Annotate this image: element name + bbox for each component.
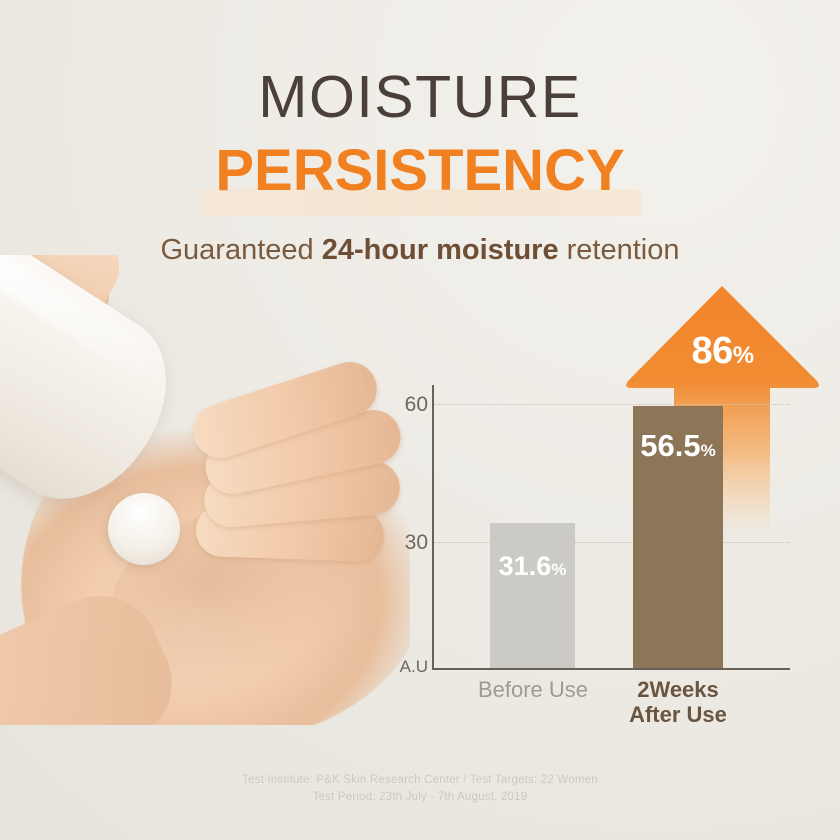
x-axis	[432, 668, 790, 670]
subtitle-suffix: retention	[558, 234, 680, 266]
study-footnote: Test Institute: P&K Skin Research Center…	[0, 772, 840, 807]
bar-after-use: 56.5%	[633, 406, 723, 668]
x-label-after-use: 2Weeks After Use	[602, 677, 754, 728]
bar-after-unit: %	[700, 441, 716, 460]
subtitle-bold: 24-hour moisture	[321, 234, 559, 266]
gridline-30	[434, 542, 790, 543]
x-label-after-use-line1: 2Weeks	[637, 677, 719, 702]
bar-before-value-label: 31.6%	[490, 551, 575, 582]
headline-line-2: PERSISTENCY	[215, 138, 625, 203]
moisture-bar-chart: 60 30 A.U 31.6% 56.5% Before Use 2Weeks …	[390, 385, 790, 727]
headline-line-1: MOISTURE	[258, 64, 582, 130]
x-label-after-use-line2: After Use	[629, 702, 727, 728]
subtitle-prefix: Guaranteed	[160, 234, 322, 266]
bar-before-value: 31.6	[498, 551, 552, 581]
y-axis	[432, 385, 434, 670]
footnote-line-2: Test Period: 23th July - 7th August, 201…	[312, 791, 528, 804]
product-photo: TIRTIR MILK SKIN TONER Refreshing Skin S…	[0, 255, 410, 725]
subtitle: Guaranteed 24-hour moisture retention	[0, 234, 840, 267]
y-tick-60: 60	[404, 393, 428, 416]
bar-before-use: 31.6%	[490, 523, 575, 668]
arrow-unit: %	[732, 342, 754, 369]
bar-after-value: 56.5	[640, 428, 701, 463]
x-label-before-use: Before Use	[477, 677, 589, 702]
gridline-60	[434, 404, 790, 405]
bar-after-value-label: 56.5%	[633, 428, 723, 464]
y-axis-unit-label: A.U	[399, 657, 428, 676]
y-tick-30: 30	[404, 531, 428, 554]
arrow-percent-label: 86%	[620, 330, 825, 373]
headline-highlight-band	[199, 189, 641, 216]
bar-before-unit: %	[551, 560, 567, 579]
arrow-value: 86	[691, 330, 733, 372]
footnote-line-1: Test Institute: P&K Skin Research Center…	[242, 774, 598, 786]
